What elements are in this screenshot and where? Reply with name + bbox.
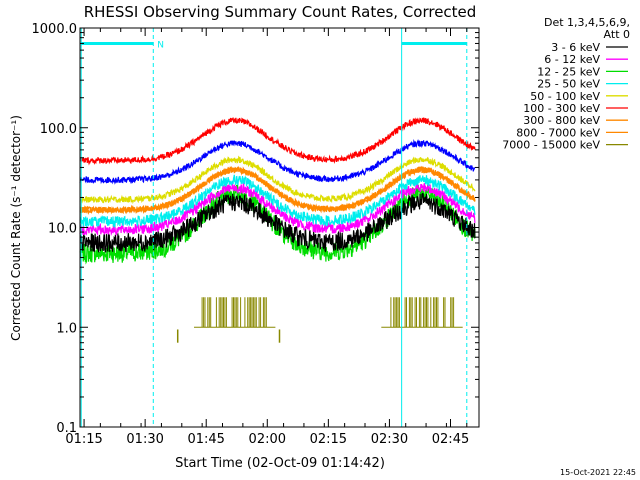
legend-label-9: 7000 - 15000 keV	[502, 139, 600, 152]
y-tick-label-5: 1000.0	[32, 22, 78, 37]
series-line-9	[194, 297, 463, 328]
legend-label-7: 300 - 800 keV	[523, 114, 600, 127]
x-tick-label-7: 02:45	[432, 432, 469, 447]
footer-timestamp: 15-Oct-2021 22:45	[560, 468, 636, 477]
series-line-7	[79, 165, 476, 215]
axes-layer: 01:15 01:30 01:45 02:00 02:15 02:30 02:45 0.1 1.…	[32, 22, 479, 447]
series-line-8	[79, 166, 476, 215]
series-line-1	[79, 192, 476, 253]
x-tick-label-2: 01:30	[126, 432, 163, 447]
series-line-2	[79, 183, 476, 237]
legend-label-3: 12 - 25 keV	[537, 65, 600, 78]
legend-header-line-1: Det 1,3,4,5,6,9,	[544, 16, 630, 29]
series-line-10	[79, 139, 476, 185]
x-tick-label-4: 02:00	[249, 432, 286, 447]
legend-label-5: 50 - 100 keV	[530, 90, 600, 103]
x-tick-label-6: 02:30	[371, 432, 408, 447]
y-axis-label: Corrected Count Rate (s⁻¹ detector⁻¹)	[9, 115, 23, 341]
series-line-6	[79, 117, 476, 166]
legend-header-line-2: Att 0	[604, 28, 630, 41]
y-tick-label-1: 0.1	[56, 421, 77, 436]
x-tick-label-1: 01:15	[65, 432, 102, 447]
legend-label-4: 25 - 50 keV	[537, 78, 600, 91]
chart-title: RHESSI Observing Summary Count Rates, Co…	[84, 3, 477, 21]
legend-label-6: 100 - 300 keV	[523, 102, 600, 115]
legend-label-8: 800 - 7000 keV	[516, 126, 600, 139]
legend-label-2: 6 - 12 keV	[544, 53, 600, 66]
x-tick-label-3: 01:45	[187, 432, 224, 447]
y-tick-label-3: 10.0	[48, 222, 77, 237]
y-tick-label-4: 100.0	[40, 122, 77, 137]
series-layer	[79, 117, 476, 343]
saa-label: N	[157, 40, 164, 50]
series-line-5	[79, 155, 476, 205]
x-tick-label-5: 02:15	[310, 432, 347, 447]
series-line-4	[79, 174, 476, 229]
legend-label-1: 3 - 6 keV	[551, 41, 600, 54]
x-axis-label: Start Time (02-Oct-09 01:14:42)	[175, 456, 385, 471]
y-tick-label-2: 1.0	[56, 321, 77, 336]
saa-layer: N	[80, 28, 468, 427]
